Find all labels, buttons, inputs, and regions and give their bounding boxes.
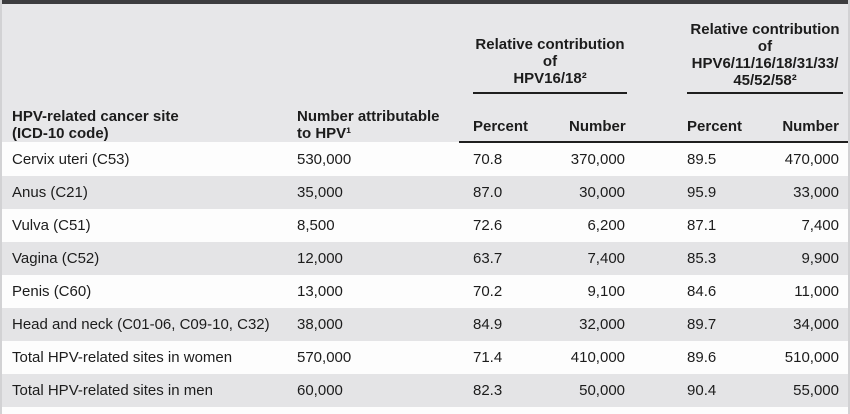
cell-number-hpv9valent: 470,000 [784, 151, 839, 168]
column-header-number-hpv9valent: Number [759, 111, 848, 143]
cell-number-hpv16-18: 460,000 [569, 407, 655, 414]
sub-header-row: Percent Number Percent Number [2, 111, 848, 143]
cell-percent-hpv9valent: 90.4 [687, 382, 717, 399]
table-top-rule [2, 0, 848, 4]
column-header-cancer-site: HPV-related cancer site (ICD-10 code) [2, 4, 288, 142]
table-row-cervix: Cervix uteri (C53) 530,000 70.8 370,000 … [2, 142, 848, 176]
cell-site: Cervix uteri (C53) [12, 150, 130, 168]
cell-attributable: 35,000 [297, 184, 343, 201]
cell-number-hpv9valent: 9,900 [801, 250, 839, 267]
cell-number-hpv9valent: 11,000 [794, 283, 839, 300]
cell-percent-hpv16-18: 70.8 [473, 151, 503, 168]
hpv-attribution-table: HPV-related cancer site (ICD-10 code) Nu… [2, 4, 848, 414]
cell-number-hpv9valent: 33,000 [793, 184, 839, 201]
cell-percent-hpv16-18: 84.9 [473, 316, 503, 333]
cell-percent-hpv16-18: 82.3 [473, 382, 503, 399]
cell-number-hpv9valent: 510,000 [784, 349, 839, 366]
cell-number-hpv16-18: 7,400 [587, 250, 626, 267]
table-header: HPV-related cancer site (ICD-10 code) Nu… [2, 4, 848, 143]
group-header-hpv9valent-label: Relative contribution of HPV6/11/16/18/3… [687, 21, 843, 94]
cell-number-hpv9valent: 34,000 [793, 316, 839, 333]
table-row-anus: Anus (C21) 35,000 87.0 30,000 95.9 33,00… [2, 176, 848, 209]
cell-percent-hpv16-18: 71.4 [473, 349, 503, 366]
cell-site: Head and neck (C01-06, C09-10, C32) [12, 316, 270, 333]
cell-number-hpv16-18: 370,000 [570, 151, 626, 168]
cell-site: Vagina (C52) [12, 250, 100, 267]
table-row-vulva: Vulva (C51) 8,500 72.6 6,200 87.1 7,400 [2, 209, 848, 242]
cell-site: Total HPV-related sites in women [12, 349, 233, 366]
table-row-vagina: Vagina (C52) 12,000 63.7 7,400 85.3 9,90… [2, 242, 848, 275]
column-header-percent-hpv16-18: Percent [459, 111, 569, 143]
cell-percent-hpv16-18: 63.7 [473, 250, 503, 267]
cell-percent-hpv9valent: 89.7 [687, 316, 717, 333]
cell-number-hpv16-18: 50,000 [579, 382, 626, 399]
cell-percent-hpv9valent: 84.6 [687, 283, 717, 300]
table-body: Cervix uteri (C53) 530,000 70.8 370,000 … [2, 142, 848, 414]
cell-site: Total HPV-related sites in men [12, 382, 213, 399]
cell-attributable: 60,000 [297, 382, 343, 399]
column-header-number-attributable: Number attributable to HPV¹ [288, 4, 459, 142]
table-row-head-and-neck: Head and neck (C01-06, C09-10, C32) 38,0… [2, 308, 848, 341]
cell-site: Vulva (C51) [12, 217, 91, 234]
cell-percent-hpv9valent: 89.7 [654, 407, 760, 414]
cell-percent-hpv9valent: 87.1 [687, 217, 717, 234]
cell-percent-hpv16-18: 87.0 [473, 184, 503, 201]
cell-attributable: 38,000 [297, 316, 343, 333]
cell-number-hpv16-18: 32,000 [579, 316, 626, 333]
cell-number-hpv16-18: 6,200 [587, 217, 626, 234]
table-row-penis: Penis (C60) 13,000 70.2 9,100 84.6 11,00… [2, 275, 848, 308]
column-header-number-hpv16-18: Number [569, 111, 655, 143]
group-header-row: HPV-related cancer site (ICD-10 code) Nu… [2, 4, 848, 142]
cell-percent-hpv16-18: 72.6 [473, 217, 503, 234]
cell-number-hpv9valent: 570,000 [759, 407, 848, 414]
cell-percent-hpv9valent: 85.3 [687, 250, 717, 267]
cell-percent-hpv9valent: 89.5 [687, 151, 717, 168]
cell-number-hpv9valent: 7,400 [801, 217, 839, 234]
cell-attributable: 8,500 [297, 217, 335, 234]
cell-percent-hpv9valent: 95.9 [687, 184, 717, 201]
cell-site: Total HPV-related sites [2, 407, 288, 414]
table-row-total-men: Total HPV-related sites in men 60,000 82… [2, 374, 848, 407]
cell-attributable: 12,000 [297, 250, 343, 267]
cell-attributable: 13,000 [297, 283, 343, 300]
cell-site: Penis (C60) [12, 283, 92, 300]
cell-number-hpv16-18: 30,000 [579, 184, 626, 201]
cell-percent-hpv16-18: 72.4 [459, 407, 569, 414]
column-header-percent-hpv9valent: Percent [654, 111, 760, 143]
cell-percent-hpv9valent: 89.6 [687, 349, 717, 366]
table-row-total-women: Total HPV-related sites in women 570,000… [2, 341, 848, 374]
cell-percent-hpv16-18: 70.2 [473, 283, 503, 300]
cell-site: Anus (C21) [12, 184, 88, 201]
group-header-hpv16-18-label: Relative contribution of HPV16/18² [473, 36, 628, 94]
table-row-total-all: Total HPV-related sites 630,000 72.4 460… [2, 407, 848, 414]
cell-number-hpv16-18: 9,100 [587, 283, 626, 300]
cell-number-hpv9valent: 55,000 [793, 382, 839, 399]
cell-number-hpv16-18: 410,000 [570, 349, 626, 366]
cell-attributable: 570,000 [297, 349, 352, 366]
cell-attributable: 530,000 [297, 150, 352, 168]
group-header-hpv16-18: Relative contribution of HPV16/18² [459, 4, 655, 111]
cell-attributable: 630,000 [288, 407, 459, 414]
group-header-hpv9valent: Relative contribution of HPV6/11/16/18/3… [654, 4, 848, 111]
